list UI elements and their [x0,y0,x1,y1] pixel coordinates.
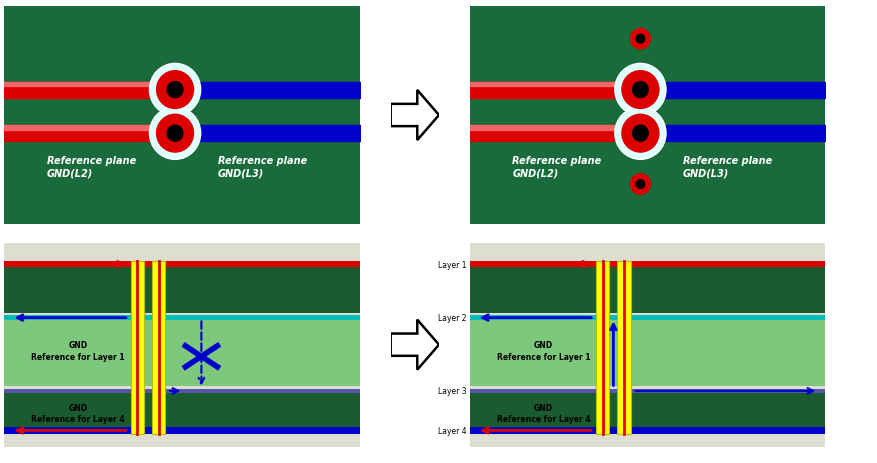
Bar [469,268,824,314]
Polygon shape [4,243,360,447]
Bar [595,262,609,434]
Circle shape [156,71,193,109]
Circle shape [167,82,182,98]
Circle shape [156,115,193,153]
Polygon shape [390,91,438,141]
Bar [4,320,360,387]
Text: GND
Reference for Layer 4: GND Reference for Layer 4 [496,403,589,423]
Bar [131,262,144,434]
Circle shape [616,109,664,159]
Circle shape [149,64,201,117]
Bar [617,262,630,434]
Text: Reference plane
GND(L2): Reference plane GND(L2) [512,156,601,178]
Bar [4,316,360,320]
Text: Reference plane
GND(L3): Reference plane GND(L3) [682,156,772,178]
Text: Layer 3: Layer 3 [437,387,466,395]
Text: Layer 1: Layer 1 [437,260,466,269]
Text: Layer 4: Layer 4 [437,426,466,435]
Circle shape [167,126,182,142]
Polygon shape [469,7,824,225]
Text: GND
Reference for Layer 1: GND Reference for Layer 1 [496,341,589,361]
Text: GND
Reference for Layer 4: GND Reference for Layer 4 [32,403,125,423]
Bar [469,427,824,434]
Circle shape [614,64,666,117]
Bar [469,262,824,268]
Circle shape [614,108,666,160]
Circle shape [631,82,647,98]
Circle shape [621,71,658,109]
Bar [4,262,360,268]
Bar [4,389,360,393]
Polygon shape [4,7,360,225]
Bar [4,427,360,434]
Text: GND
Reference for Layer 1: GND Reference for Layer 1 [32,341,125,361]
Bar [4,393,360,427]
Circle shape [149,108,201,160]
Circle shape [630,30,650,50]
Circle shape [631,126,647,142]
Circle shape [636,180,644,189]
Text: Reference plane
GND(L3): Reference plane GND(L3) [217,156,307,178]
Circle shape [151,66,199,115]
Circle shape [630,175,650,195]
Circle shape [636,35,644,44]
Bar [469,316,824,320]
Text: Layer 2: Layer 2 [437,313,466,322]
Circle shape [616,66,664,115]
Polygon shape [390,320,438,370]
Bar [4,268,360,314]
Circle shape [621,115,658,153]
Text: Reference plane
GND(L2): Reference plane GND(L2) [47,156,136,178]
Circle shape [151,109,199,159]
Polygon shape [469,243,824,447]
Bar [469,393,824,427]
Bar [469,389,824,393]
Bar [469,320,824,387]
Bar [152,262,165,434]
